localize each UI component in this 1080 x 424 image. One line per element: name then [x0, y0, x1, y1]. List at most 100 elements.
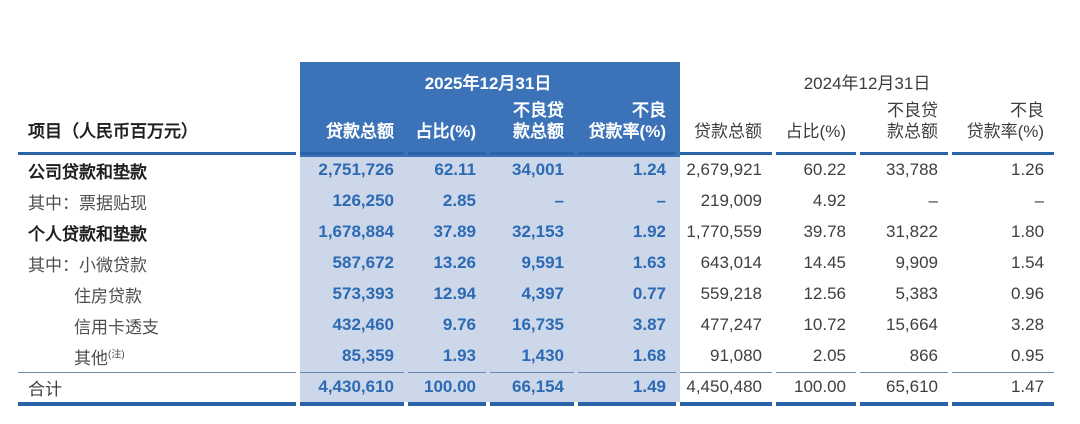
period-label-2024: 2024年12月31日 — [803, 73, 931, 93]
column-header-row: 项目（人民币百万元） 贷款总额 占比(%) 不良贷 款总额 不良 贷款率(%) … — [18, 100, 1055, 155]
table-row: 其他(注) 85,359 1.93 1,430 1.68 91,080 2.05… — [18, 341, 1054, 372]
total-2024-loan-total: 4,450,480 — [680, 371, 773, 406]
row-label: 其中：小微贷款 — [18, 248, 296, 279]
cell-2025-npl-ratio: 1.92 — [632, 222, 667, 241]
cell-2024-share: 60.22 — [803, 160, 847, 179]
cell-2025-npl-ratio: 1.68 — [632, 346, 667, 365]
cell-2024-share: 14.45 — [803, 253, 847, 272]
cell-2024-loan-total: 219,009 — [700, 191, 763, 210]
cell-2025-loan-total: 432,460 — [332, 315, 394, 334]
table-row: 其中：小微贷款 587,672 13.26 9,591 1.63 643,014… — [18, 248, 1054, 279]
footnote-marker: (注) — [108, 348, 125, 360]
row-label-text: 个人贷款和垫款 — [28, 224, 147, 244]
cell-2025-loan-total: 587,672 — [332, 253, 394, 272]
cell-2024-npl-total: – — [928, 191, 939, 210]
cell-2024-loan-total: 643,014 — [700, 253, 763, 272]
total-2025-npl-ratio: 1.49 — [578, 371, 677, 406]
total-2024-npl-total: 65,610 — [860, 371, 949, 406]
total-2025-share: 100.00 — [408, 371, 486, 406]
col-header-2025-npl-total: 不良贷 款总额 — [490, 100, 574, 155]
cell-2024-npl-ratio: – — [1034, 191, 1045, 210]
cell-2025-npl-ratio: – — [656, 191, 667, 210]
cell-2024-npl-ratio: 1.80 — [1010, 222, 1045, 241]
table-row: 其中：票据贴现 126,250 2.85 – – 219,009 4.92 – … — [18, 186, 1054, 217]
cell-2025-loan-total: 2,751,726 — [318, 160, 394, 179]
row-label-text: 其中：小微贷款 — [28, 255, 147, 275]
cell-2025-npl-ratio: 0.77 — [632, 284, 667, 303]
cell-2025-share: 13.26 — [433, 253, 476, 272]
cell-2025-loan-total: 85,359 — [342, 346, 394, 365]
row-label: 个人贷款和垫款 — [18, 217, 296, 248]
cell-2024-share: 12.56 — [803, 284, 847, 303]
cell-2024-npl-total: 31,822 — [886, 222, 939, 241]
loan-quality-table: 2025年12月31日 2024年12月31日 项目（人民币百万元） 贷款总额 … — [14, 62, 1058, 406]
row-label-text: 住房贷款 — [74, 286, 142, 306]
total-2025-npl-total: 66,154 — [490, 371, 574, 406]
col-header-2025-loan-total: 贷款总额 — [300, 100, 404, 155]
cell-2025-npl-ratio: 3.87 — [632, 315, 667, 334]
cell-2025-npl-total: 32,153 — [512, 222, 564, 241]
total-row: 合计 4,430,610 100.00 66,154 1.49 4,450,48… — [18, 371, 1055, 406]
total-2025-loan-total: 4,430,610 — [300, 371, 404, 406]
row-label-text: 信用卡透支 — [74, 317, 159, 337]
col-header-2024-npl-ratio: 不良 贷款率(%) — [952, 100, 1055, 155]
cell-2024-share: 39.78 — [803, 222, 847, 241]
cell-2024-npl-total: 866 — [909, 346, 939, 365]
cell-2025-share: 2.85 — [442, 191, 476, 210]
cell-2024-loan-total: 91,080 — [710, 346, 763, 365]
period-header-row: 2025年12月31日 2024年12月31日 — [18, 62, 1054, 100]
cell-2024-loan-total: 2,679,921 — [686, 160, 763, 179]
col-header-2024-share: 占比(%) — [776, 100, 857, 155]
total-2024-npl-ratio: 1.47 — [952, 371, 1055, 406]
cell-2024-share: 4.92 — [812, 191, 847, 210]
table-row: 信用卡透支 432,460 9.76 16,735 3.87 477,247 1… — [18, 310, 1054, 341]
cell-2025-npl-total: 4,397 — [521, 284, 564, 303]
cell-2025-npl-total: 9,591 — [521, 253, 564, 272]
row-label-text: 公司贷款和垫款 — [28, 162, 147, 182]
cell-2024-loan-total: 1,770,559 — [686, 222, 763, 241]
row-label: 住房贷款 — [18, 279, 296, 310]
cell-2024-npl-ratio: 0.95 — [1010, 346, 1045, 365]
current-period-column-band — [300, 157, 680, 402]
cell-2024-loan-total: 477,247 — [700, 315, 763, 334]
row-label: 其中：票据贴现 — [18, 186, 296, 217]
cell-2025-share: 1.93 — [442, 346, 476, 365]
row-label-text: 其他 — [74, 348, 108, 368]
total-2024-share: 100.00 — [776, 371, 857, 406]
col-header-2024-npl-total: 不良贷 款总额 — [860, 100, 949, 155]
cell-2025-npl-ratio: 1.24 — [632, 160, 667, 179]
table-row: 住房贷款 573,393 12.94 4,397 0.77 559,218 12… — [18, 279, 1054, 310]
cell-2025-npl-total: 1,430 — [521, 346, 564, 365]
period-label-2025: 2025年12月31日 — [424, 73, 552, 93]
cell-2025-share: 12.94 — [433, 284, 476, 303]
total-row-label: 合计 — [18, 371, 296, 406]
cell-2024-npl-total: 9,909 — [895, 253, 939, 272]
table-row: 个人贷款和垫款 1,678,884 37.89 32,153 1.92 1,77… — [18, 217, 1054, 248]
cell-2024-share: 2.05 — [812, 346, 847, 365]
col-header-2024-loan-total: 贷款总额 — [680, 100, 773, 155]
cell-2025-share: 9.76 — [442, 315, 476, 334]
col-header-2025-npl-ratio: 不良 贷款率(%) — [578, 100, 677, 155]
period-header-spacer — [18, 62, 296, 100]
cell-2024-npl-ratio: 1.54 — [1010, 253, 1045, 272]
cell-2025-npl-ratio: 1.63 — [632, 253, 667, 272]
cell-2025-loan-total: 1,678,884 — [318, 222, 394, 241]
row-label: 信用卡透支 — [18, 310, 296, 341]
row-label: 其他(注) — [18, 341, 296, 372]
cell-2025-npl-total: 34,001 — [512, 160, 564, 179]
loan-table-container: 2025年12月31日 2024年12月31日 项目（人民币百万元） 贷款总额 … — [14, 62, 1058, 406]
cell-2025-share: 37.89 — [433, 222, 476, 241]
cell-2024-npl-ratio: 0.96 — [1010, 284, 1045, 303]
cell-2025-share: 62.11 — [434, 160, 476, 179]
cell-2024-npl-ratio: 1.26 — [1010, 160, 1045, 179]
row-header-label: 项目（人民币百万元） — [18, 100, 296, 155]
row-label: 公司贷款和垫款 — [18, 155, 296, 186]
cell-2025-loan-total: 126,250 — [332, 191, 394, 210]
cell-2024-loan-total: 559,218 — [700, 284, 763, 303]
table-row: 公司贷款和垫款 2,751,726 62.11 34,001 1.24 2,67… — [18, 155, 1054, 186]
cell-2025-npl-total: – — [554, 191, 564, 210]
col-header-2025-share: 占比(%) — [408, 100, 486, 155]
cell-2025-npl-total: 16,735 — [512, 315, 564, 334]
cell-2024-share: 10.72 — [803, 315, 847, 334]
cell-2024-npl-total: 33,788 — [886, 160, 939, 179]
